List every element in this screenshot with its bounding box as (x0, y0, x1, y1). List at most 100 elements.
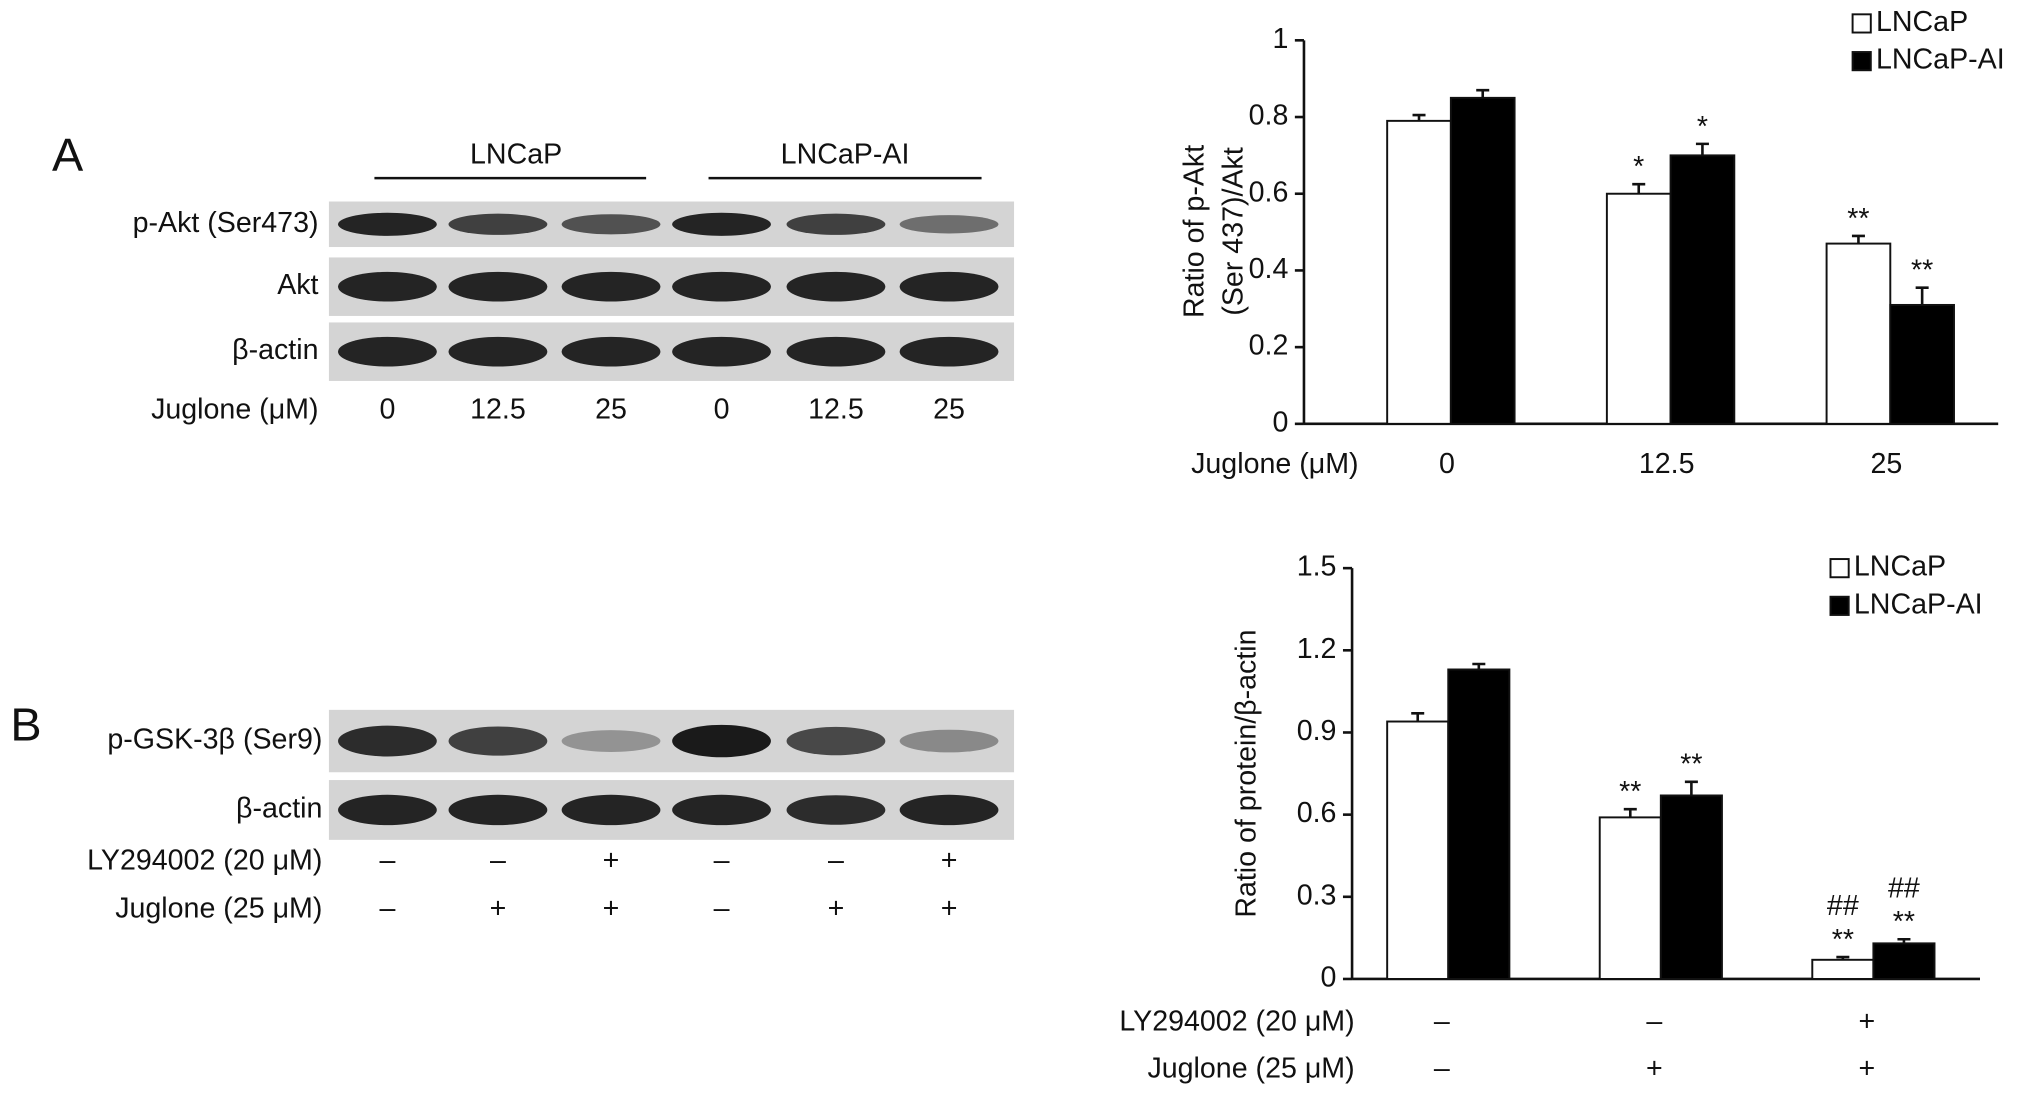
blot-band (561, 271, 661, 302)
row-label: p-GSK-3β (Ser9) (107, 724, 322, 756)
annotation: ** (1680, 749, 1702, 781)
blot-band (448, 213, 548, 235)
y-tick-label: 0.6 (1249, 176, 1289, 208)
y-axis-label: Ratio of p-Akt (1179, 145, 1211, 318)
group-label: LNCaP-AI (781, 139, 910, 171)
blot-band (338, 212, 437, 236)
error-bar (1411, 712, 1425, 722)
y-tick-label: 1.5 (1297, 551, 1337, 583)
condition: + (941, 893, 958, 925)
annotation: * (1697, 111, 1708, 143)
x-row-value: + (1859, 1053, 1876, 1085)
blot-band (338, 336, 437, 367)
panel-label: B (10, 698, 41, 750)
y-tick-label: 0 (1272, 406, 1288, 438)
blot-band (786, 795, 886, 825)
condition: – (379, 893, 395, 925)
bar (1447, 668, 1511, 980)
error-bar (1695, 142, 1709, 156)
blot-band (899, 271, 999, 302)
annotation: ** (1619, 776, 1641, 808)
condition: + (828, 893, 845, 925)
row-label: Akt (277, 269, 318, 301)
x-row-value: + (1859, 1006, 1876, 1038)
annotation: ** (1832, 924, 1854, 956)
blot-band (448, 271, 548, 302)
blot-band (672, 724, 771, 758)
y-tick-label: 0.8 (1249, 100, 1289, 132)
blot-band (786, 336, 886, 367)
x-row-value: – (1434, 1006, 1450, 1038)
condition-label: Juglone (μM) (151, 393, 318, 425)
condition: + (490, 893, 507, 925)
condition: – (714, 893, 730, 925)
condition: + (941, 845, 958, 877)
blot-band (672, 794, 771, 826)
y-axis-label: Ratio of protein/β-actin (1231, 629, 1263, 917)
error-bar (1897, 937, 1911, 944)
blot-band (672, 271, 771, 302)
error-bar (1632, 182, 1646, 194)
legend-label: LNCaP (1854, 551, 1946, 583)
condition: 25 (933, 393, 965, 425)
bar (1386, 720, 1450, 980)
condition: 0 (379, 393, 395, 425)
annotation: * (1633, 151, 1644, 183)
blot-band (338, 725, 437, 757)
error-bar (1836, 955, 1850, 960)
condition: – (490, 845, 506, 877)
error-bar (1412, 113, 1426, 121)
x-axis-label: Juglone (μM) (1191, 448, 1358, 480)
annotation: ** (1893, 906, 1915, 938)
y-tick-label: 0.4 (1249, 253, 1289, 285)
legend-swatch (1851, 51, 1872, 72)
blot-band (448, 336, 548, 367)
blot-band (899, 729, 999, 753)
blot-band (561, 336, 661, 367)
condition: – (714, 845, 730, 877)
group-label: LNCaP (470, 139, 562, 171)
legend-swatch (1829, 558, 1850, 579)
blot-strip (328, 709, 1015, 773)
legend-swatch (1851, 13, 1872, 34)
blot-band (672, 212, 771, 236)
x-tick-label: 25 (1870, 448, 1902, 480)
blot-band (561, 730, 661, 753)
annotation: ## (1827, 890, 1859, 922)
x-row-value: + (1646, 1053, 1663, 1085)
annotation: ** (1847, 203, 1869, 235)
error-bar (1915, 286, 1929, 305)
blot-band (899, 794, 999, 826)
error-bar (1623, 807, 1637, 818)
x-row-label: Juglone (25 μM) (1147, 1053, 1354, 1085)
blot-band (899, 336, 999, 367)
y-tick-label: 0.3 (1297, 879, 1337, 911)
condition: – (828, 845, 844, 877)
y-tick-label: 0.2 (1249, 330, 1289, 362)
blot-band (672, 336, 771, 367)
bar (1386, 119, 1452, 425)
bar (1889, 303, 1955, 425)
condition: + (603, 893, 620, 925)
blot-band (561, 214, 661, 235)
y-tick-label: 0.9 (1297, 715, 1337, 747)
bar (1669, 154, 1736, 425)
y-tick-label: 0.6 (1297, 797, 1337, 829)
error-bar (1684, 780, 1698, 796)
bar (1825, 242, 1892, 425)
legend-swatch (1829, 595, 1850, 616)
bar (1872, 942, 1936, 980)
blot-band (448, 726, 548, 756)
bar (1659, 794, 1723, 980)
blot-band (786, 726, 886, 756)
condition: 0 (714, 393, 730, 425)
y-axis-label: (Ser 437)/Akt (1218, 147, 1250, 316)
bar (1449, 96, 1516, 425)
blot-band (338, 271, 437, 302)
x-row-value: – (1434, 1053, 1450, 1085)
annotation: ## (1888, 872, 1920, 904)
blot-band (899, 215, 999, 234)
row-label: β-actin (232, 334, 318, 366)
